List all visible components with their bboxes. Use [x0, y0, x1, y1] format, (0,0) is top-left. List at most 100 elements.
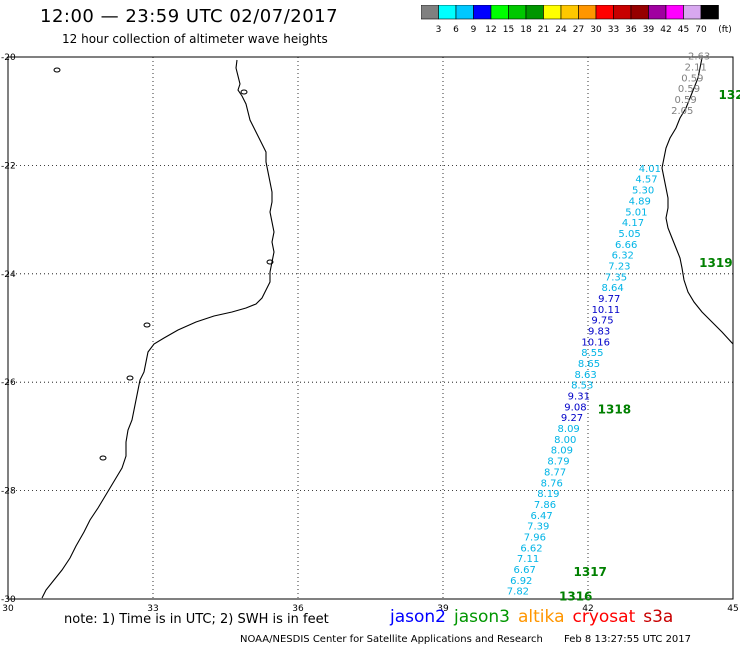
satellite-cryosat: cryosat — [572, 607, 636, 627]
wave-height-label: 6.92 — [510, 576, 532, 587]
wave-height-label: 7.82 — [507, 587, 529, 598]
coastline-madagascar — [661, 57, 734, 345]
island-outline — [126, 375, 134, 381]
wave-height-label: 4.17 — [622, 218, 644, 229]
legend-label: 27 — [573, 25, 584, 35]
wave-height-label: 5.01 — [625, 207, 647, 218]
island-outline — [143, 322, 151, 328]
lat-tick-label: -26 — [1, 378, 16, 388]
credit-line: NOAA/NESDIS Center for Satellite Applica… — [240, 634, 709, 645]
footer-note: note: 1) Time is in UTC; 2) SWH is in fe… — [64, 612, 329, 627]
credit-text: NOAA/NESDIS Center for Satellite Applica… — [240, 634, 543, 645]
wave-height-label: 6.62 — [520, 543, 542, 554]
satellite-jason3: jason3 — [454, 607, 510, 627]
legend-label: 39 — [643, 25, 655, 35]
wave-height-label: 0.59 — [681, 73, 703, 84]
wave-height-label: 8.79 — [547, 457, 569, 468]
wave-height-label: 6.67 — [514, 565, 536, 576]
wave-height-label: 8.53 — [571, 381, 593, 392]
wave-height-label: 8.63 — [574, 370, 596, 381]
pass-number-label: 1319 — [699, 256, 732, 270]
pass-number-label: 1318 — [598, 402, 631, 416]
lon-tick-label: 45 — [727, 604, 738, 614]
wave-height-label: 4.01 — [639, 164, 661, 175]
coastline-africa — [41, 59, 275, 599]
wave-height-label: 2.05 — [671, 106, 693, 117]
legend-swatch — [700, 5, 719, 20]
wave-height-label: 7.35 — [605, 272, 627, 283]
wave-height-label: 7.23 — [608, 261, 630, 272]
wave-height-label: 6.66 — [615, 240, 637, 251]
island-outline — [266, 259, 274, 265]
island-outline — [53, 67, 61, 73]
map-frame — [7, 56, 734, 600]
wave-height-label: 2.11 — [685, 63, 707, 74]
wave-height-label: 9.08 — [564, 402, 586, 413]
wave-height-label: 7.96 — [524, 532, 546, 543]
wave-height-label: 0.59 — [675, 95, 697, 106]
wave-height-label: 9.77 — [598, 294, 620, 305]
pass-number-label: 132 — [719, 88, 740, 102]
wave-height-label: 9.83 — [588, 327, 610, 338]
legend-label: 24 — [555, 25, 567, 35]
page-title: 12:00 — 23:59 UTC 02/07/2017 — [40, 6, 339, 27]
legend-label: 15 — [503, 25, 514, 35]
satellite-jason2: jason2 — [390, 607, 446, 627]
wave-height-label: 6.32 — [612, 251, 634, 262]
wave-height-label: 7.11 — [517, 554, 539, 565]
legend-label: 9 — [471, 25, 477, 35]
legend-label: 3 — [436, 25, 442, 35]
lon-tick-label: 42 — [582, 604, 593, 614]
lon-tick-label: 36 — [292, 604, 304, 614]
wave-height-label: 8.09 — [551, 446, 573, 457]
island-outline — [240, 89, 248, 95]
legend-label: 70 — [695, 25, 707, 35]
wave-height-label: 8.76 — [541, 478, 563, 489]
legend-label: 18 — [520, 25, 532, 35]
wave-height-label: 8.77 — [544, 467, 566, 478]
lat-tick-label: -24 — [1, 270, 16, 280]
lat-tick-label: -28 — [1, 487, 16, 497]
wave-height-label: 8.00 — [554, 435, 576, 446]
wave-height-label: 4.57 — [635, 175, 657, 186]
wave-height-label: 8.64 — [602, 283, 624, 294]
page-subtitle: 12 hour collection of altimeter wave hei… — [62, 32, 328, 46]
generated-timestamp: Feb 8 13:27:55 UTC 2017 — [564, 634, 692, 645]
wave-height-label: 7.86 — [534, 500, 556, 511]
legend-label: 30 — [590, 25, 602, 35]
wave-height-label: 8.65 — [578, 359, 600, 370]
lat-tick-label: -30 — [1, 595, 16, 605]
wave-height-label: 4.89 — [629, 196, 651, 207]
wave-height-label: 8.09 — [558, 424, 580, 435]
wave-height-label: 5.30 — [632, 186, 654, 197]
wave-height-label: 0.59 — [678, 84, 700, 95]
legend-label: 12 — [485, 25, 496, 35]
wave-height-legend: 3 6 9 12 15 18 21 24 27 30 33 36 39 42 45 70 (ft) — [421, 5, 732, 35]
wave-height-label: 9.27 — [561, 413, 583, 424]
legend-unit: (ft) — [718, 25, 732, 35]
wave-height-label: 10.16 — [581, 337, 610, 348]
wave-height-label: 7.39 — [527, 522, 549, 533]
lat-tick-label: -22 — [1, 161, 16, 171]
lat-tick-label: -20 — [1, 53, 16, 63]
pass-number-label: 1317 — [574, 565, 607, 579]
satellite-list: jason2 jason3 altika cryosat s3a — [390, 607, 681, 627]
wave-height-label: 6.47 — [530, 511, 552, 522]
satellite-altika: altika — [518, 607, 565, 627]
satellite-s3a: s3a — [643, 607, 674, 627]
legend-label: 21 — [538, 25, 549, 35]
legend-label: 36 — [625, 25, 637, 35]
wave-height-label: 8.55 — [581, 348, 603, 359]
wave-height-label: 2.63 — [688, 52, 710, 63]
island-outline — [99, 455, 107, 461]
wave-height-label: 10.11 — [592, 305, 621, 316]
lon-tick-label: 30 — [2, 604, 14, 614]
wave-height-label: 9.75 — [591, 316, 613, 327]
lon-tick-label: 39 — [437, 604, 449, 614]
pass-number-label: 1316 — [559, 589, 592, 603]
lon-tick-label: 33 — [147, 604, 158, 614]
wave-height-label: 5.05 — [618, 229, 640, 240]
legend-label: 42 — [660, 25, 671, 35]
wave-height-label: 9.31 — [568, 392, 590, 403]
